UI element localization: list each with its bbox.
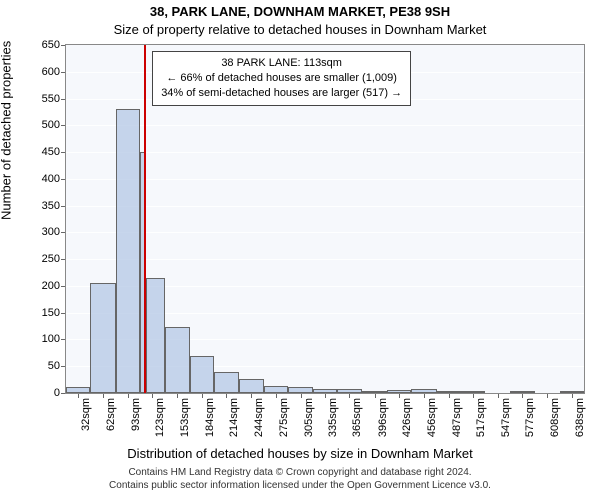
y-tick-mark bbox=[61, 313, 65, 314]
y-tick-label: 400 bbox=[32, 173, 60, 185]
y-tick-label: 500 bbox=[32, 119, 60, 131]
y-tick-mark bbox=[61, 45, 65, 46]
x-tick-mark bbox=[572, 394, 573, 398]
x-tick-mark bbox=[276, 394, 277, 398]
histogram-bar bbox=[165, 327, 190, 393]
y-tick-mark bbox=[61, 286, 65, 287]
histogram-bar bbox=[239, 379, 264, 393]
y-tick-label: 450 bbox=[32, 146, 60, 158]
info-box-line: ← 66% of detached houses are smaller (1,… bbox=[161, 71, 402, 86]
y-tick-mark bbox=[61, 393, 65, 394]
x-tick-label: 396sqm bbox=[377, 398, 389, 448]
x-tick-mark bbox=[128, 394, 129, 398]
y-tick-mark bbox=[61, 366, 65, 367]
y-tick-mark bbox=[61, 72, 65, 73]
x-tick-label: 517sqm bbox=[475, 398, 487, 448]
x-tick-label: 577sqm bbox=[524, 398, 536, 448]
plot-area: 38 PARK LANE: 113sqm← 66% of detached ho… bbox=[65, 44, 585, 394]
x-tick-label: 275sqm bbox=[278, 398, 290, 448]
histogram-bar bbox=[214, 372, 238, 393]
histogram-bar bbox=[560, 391, 584, 393]
x-tick-label: 456sqm bbox=[426, 398, 438, 448]
y-tick-label: 600 bbox=[32, 66, 60, 78]
chart-subtitle: Size of property relative to detached ho… bbox=[0, 22, 600, 37]
y-tick-label: 0 bbox=[32, 387, 60, 399]
histogram-bar bbox=[337, 389, 362, 393]
y-tick-mark bbox=[61, 179, 65, 180]
y-tick-label: 650 bbox=[32, 39, 60, 51]
info-box: 38 PARK LANE: 113sqm← 66% of detached ho… bbox=[152, 51, 411, 106]
x-tick-mark bbox=[498, 394, 499, 398]
histogram-bar bbox=[411, 389, 436, 393]
x-tick-mark bbox=[522, 394, 523, 398]
y-tick-mark bbox=[61, 152, 65, 153]
x-tick-mark bbox=[399, 394, 400, 398]
chart-footer: Contains HM Land Registry data © Crown c… bbox=[0, 466, 600, 492]
histogram-bar bbox=[461, 391, 485, 393]
x-tick-label: 305sqm bbox=[303, 398, 315, 448]
histogram-bar bbox=[437, 391, 461, 393]
x-tick-label: 93sqm bbox=[130, 398, 142, 448]
x-tick-label: 426sqm bbox=[401, 398, 413, 448]
y-tick-label: 100 bbox=[32, 333, 60, 345]
y-tick-mark bbox=[61, 99, 65, 100]
y-tick-mark bbox=[61, 339, 65, 340]
x-tick-label: 487sqm bbox=[451, 398, 463, 448]
property-marker-line bbox=[144, 45, 146, 393]
footer-line-1: Contains HM Land Registry data © Crown c… bbox=[128, 467, 471, 478]
y-tick-label: 50 bbox=[32, 360, 60, 372]
x-tick-mark bbox=[103, 394, 104, 398]
histogram-bar bbox=[116, 109, 140, 393]
x-tick-mark bbox=[424, 394, 425, 398]
y-tick-mark bbox=[61, 259, 65, 260]
x-tick-mark bbox=[301, 394, 302, 398]
y-tick-label: 550 bbox=[32, 93, 60, 105]
chart-container: 38, PARK LANE, DOWNHAM MARKET, PE38 9SH … bbox=[0, 0, 600, 500]
histogram-bar bbox=[362, 391, 386, 393]
y-tick-label: 250 bbox=[32, 253, 60, 265]
y-tick-label: 200 bbox=[32, 280, 60, 292]
y-axis-label: Number of detached properties bbox=[0, 41, 14, 220]
x-axis-title: Distribution of detached houses by size … bbox=[0, 446, 600, 461]
histogram-bar bbox=[264, 386, 288, 393]
chart-title: 38, PARK LANE, DOWNHAM MARKET, PE38 9SH bbox=[0, 4, 600, 19]
x-tick-label: 244sqm bbox=[253, 398, 265, 448]
histogram-bar bbox=[313, 389, 337, 393]
x-tick-mark bbox=[375, 394, 376, 398]
x-tick-label: 638sqm bbox=[574, 398, 586, 448]
histogram-bar bbox=[288, 387, 312, 393]
x-tick-mark bbox=[449, 394, 450, 398]
x-tick-label: 184sqm bbox=[204, 398, 216, 448]
x-tick-label: 608sqm bbox=[549, 398, 561, 448]
x-tick-mark bbox=[251, 394, 252, 398]
x-tick-mark bbox=[325, 394, 326, 398]
histogram-bar bbox=[66, 387, 90, 393]
histogram-bar bbox=[190, 356, 214, 393]
x-tick-label: 335sqm bbox=[327, 398, 339, 448]
histogram-bar bbox=[387, 390, 411, 393]
footer-line-2: Contains public sector information licen… bbox=[109, 480, 491, 491]
histogram-bar bbox=[146, 278, 165, 393]
y-tick-label: 350 bbox=[32, 200, 60, 212]
x-tick-label: 62sqm bbox=[105, 398, 117, 448]
x-tick-label: 365sqm bbox=[351, 398, 363, 448]
x-tick-mark bbox=[177, 394, 178, 398]
y-tick-mark bbox=[61, 232, 65, 233]
x-tick-label: 153sqm bbox=[179, 398, 191, 448]
info-box-line: 34% of semi-detached houses are larger (… bbox=[161, 86, 402, 101]
y-tick-mark bbox=[61, 206, 65, 207]
x-tick-label: 214sqm bbox=[228, 398, 240, 448]
info-box-line: 38 PARK LANE: 113sqm bbox=[161, 56, 402, 71]
y-tick-mark bbox=[61, 125, 65, 126]
y-tick-label: 150 bbox=[32, 307, 60, 319]
histogram-bar bbox=[510, 391, 535, 393]
x-tick-mark bbox=[202, 394, 203, 398]
x-tick-label: 32sqm bbox=[80, 398, 92, 448]
x-tick-label: 123sqm bbox=[154, 398, 166, 448]
y-tick-label: 300 bbox=[32, 226, 60, 238]
x-tick-label: 547sqm bbox=[500, 398, 512, 448]
histogram-bar bbox=[90, 283, 115, 393]
